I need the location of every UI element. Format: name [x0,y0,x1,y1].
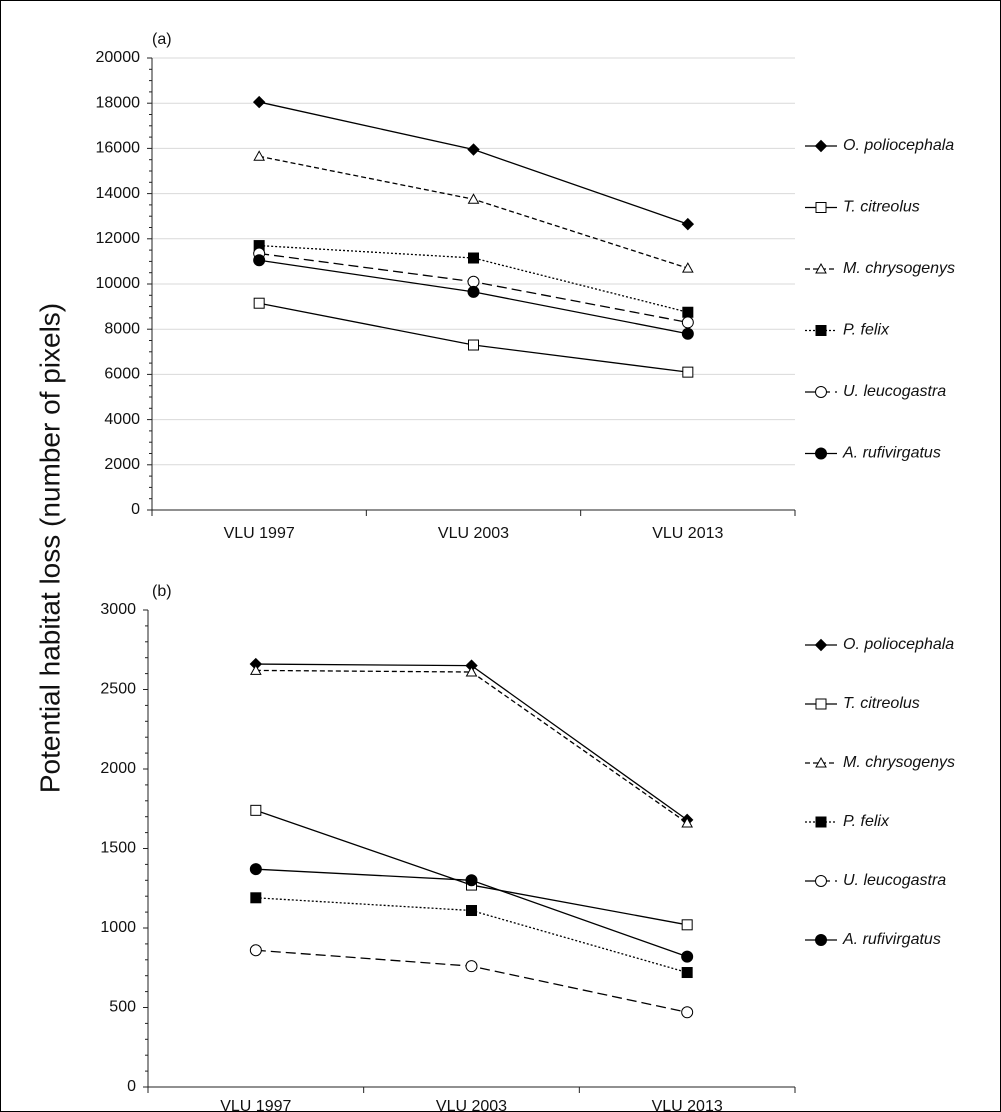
y-tick-label: 2000 [104,456,140,473]
data-point-t-citreolus [682,366,694,378]
chart-panel-b: 0 500 1000 1500 2000 2500 3000 VLU 1997 VLU 2003… [100,583,955,1112]
y-tick-label: 8000 [104,320,140,337]
data-point-t-citreolus [250,804,262,816]
panel-label: (b) [152,583,172,600]
legend-label-a-rufivirgatus: A. rufivirgatus [842,931,941,948]
data-point-t-citreolus [468,339,479,351]
legend-label-t-citreolus: T. citreolus [843,695,920,712]
data-point-t-citreolus [681,919,693,931]
x-tick-label: VLU 1997 [224,525,295,542]
y-axis-label: Potential habitat loss (number of pixels… [34,303,65,793]
x-tick-label: VLU 2013 [652,525,723,542]
y-tick-label: 16000 [96,140,141,157]
data-point-m-chrysogenys [681,262,694,273]
y-tick-label: 18000 [96,94,141,111]
data-point-m-chrysogenys [465,665,478,677]
data-point-m-chrysogenys [467,193,480,204]
legend-label-m-chrysogenys: M. chrysogenys [843,754,955,771]
y-tick-label: 10000 [96,275,141,292]
data-point-u-leucogastra [249,944,262,957]
data-point-u-leucogastra [681,316,694,329]
data-point-a-rufivirgatus [681,950,694,963]
data-point-p-felix [468,252,479,264]
data-point-a-rufivirgatus [467,285,480,298]
data-point-t-citreolus [253,297,265,309]
data-point-m-chrysogenys [249,664,262,675]
x-tick-label: VLU 1997 [220,1098,291,1112]
legend-label-p-felix: P. felix [843,322,890,339]
legend-marker-p-felix [815,325,827,336]
data-point-o-poliocephala [681,217,695,231]
legend-label-m-chrysogenys: M. chrysogenys [843,260,955,277]
y-tick-label: 500 [109,999,136,1016]
legend-marker-p-felix [815,816,827,828]
data-point-a-rufivirgatus [249,863,262,876]
y-tick-label: 0 [131,501,140,518]
x-tick-label: VLU 2003 [436,1098,507,1112]
data-point-p-felix [681,967,693,979]
x-tick-label: VLU 2003 [438,525,509,542]
y-tick-label: 1000 [100,919,136,936]
legend-marker-o-poliocephala [814,139,828,153]
x-tick-label: VLU 2013 [652,1098,723,1112]
legend-marker-m-chrysogenys [815,262,827,274]
legend-marker-a-rufivirgatus [815,934,827,946]
data-point-p-felix [466,905,477,917]
data-point-p-felix [682,306,694,318]
data-point-p-felix [250,892,262,904]
y-tick-label: 4000 [104,411,140,428]
legend-marker-m-chrysogenys [815,756,827,768]
data-point-m-chrysogenys [681,817,694,828]
y-tick-label: 3000 [100,601,136,618]
y-tick-label: 0 [127,1078,136,1095]
data-point-u-leucogastra [467,275,480,288]
data-point-o-poliocephala [467,143,480,156]
legend-label-a-rufivirgatus: A. rufivirgatus [842,445,941,462]
y-tick-label: 2500 [100,681,136,698]
y-tick-label: 6000 [104,366,140,383]
legend-marker-u-leucogastra [815,875,827,887]
data-point-m-chrysogenys [253,150,266,161]
y-tick-label: 20000 [96,49,141,66]
y-tick-label: 1500 [100,840,136,857]
chart-panel-a: 0 2000 4000 6000 8000 10000 12000 14000 16000 180… [96,31,956,542]
data-point-a-rufivirgatus [253,254,266,267]
legend-marker-t-citreolus [815,698,827,710]
panel-label: (a) [152,31,172,48]
legend-marker-u-leucogastra [815,386,827,398]
y-tick-label: 2000 [100,760,136,777]
y-tick-label: 14000 [96,185,141,202]
legend-label-o-poliocephala: O. poliocephala [843,137,954,154]
data-point-u-leucogastra [681,1006,694,1019]
legend-label-u-leucogastra: U. leucogastra [843,383,946,400]
y-tick-label: 12000 [96,230,141,247]
legend-marker-a-rufivirgatus [815,447,827,460]
legend-label-p-felix: P. felix [843,813,890,830]
data-point-o-poliocephala [252,95,266,109]
legend-label-o-poliocephala: O. poliocephala [843,636,954,653]
legend-marker-o-poliocephala [814,638,828,652]
data-point-u-leucogastra [465,960,478,973]
legend-marker-t-citreolus [815,202,827,213]
legend-label-u-leucogastra: U. leucogastra [843,872,946,889]
data-point-a-rufivirgatus [465,874,478,887]
data-point-a-rufivirgatus [681,327,694,340]
legend-label-t-citreolus: T. citreolus [843,199,920,216]
